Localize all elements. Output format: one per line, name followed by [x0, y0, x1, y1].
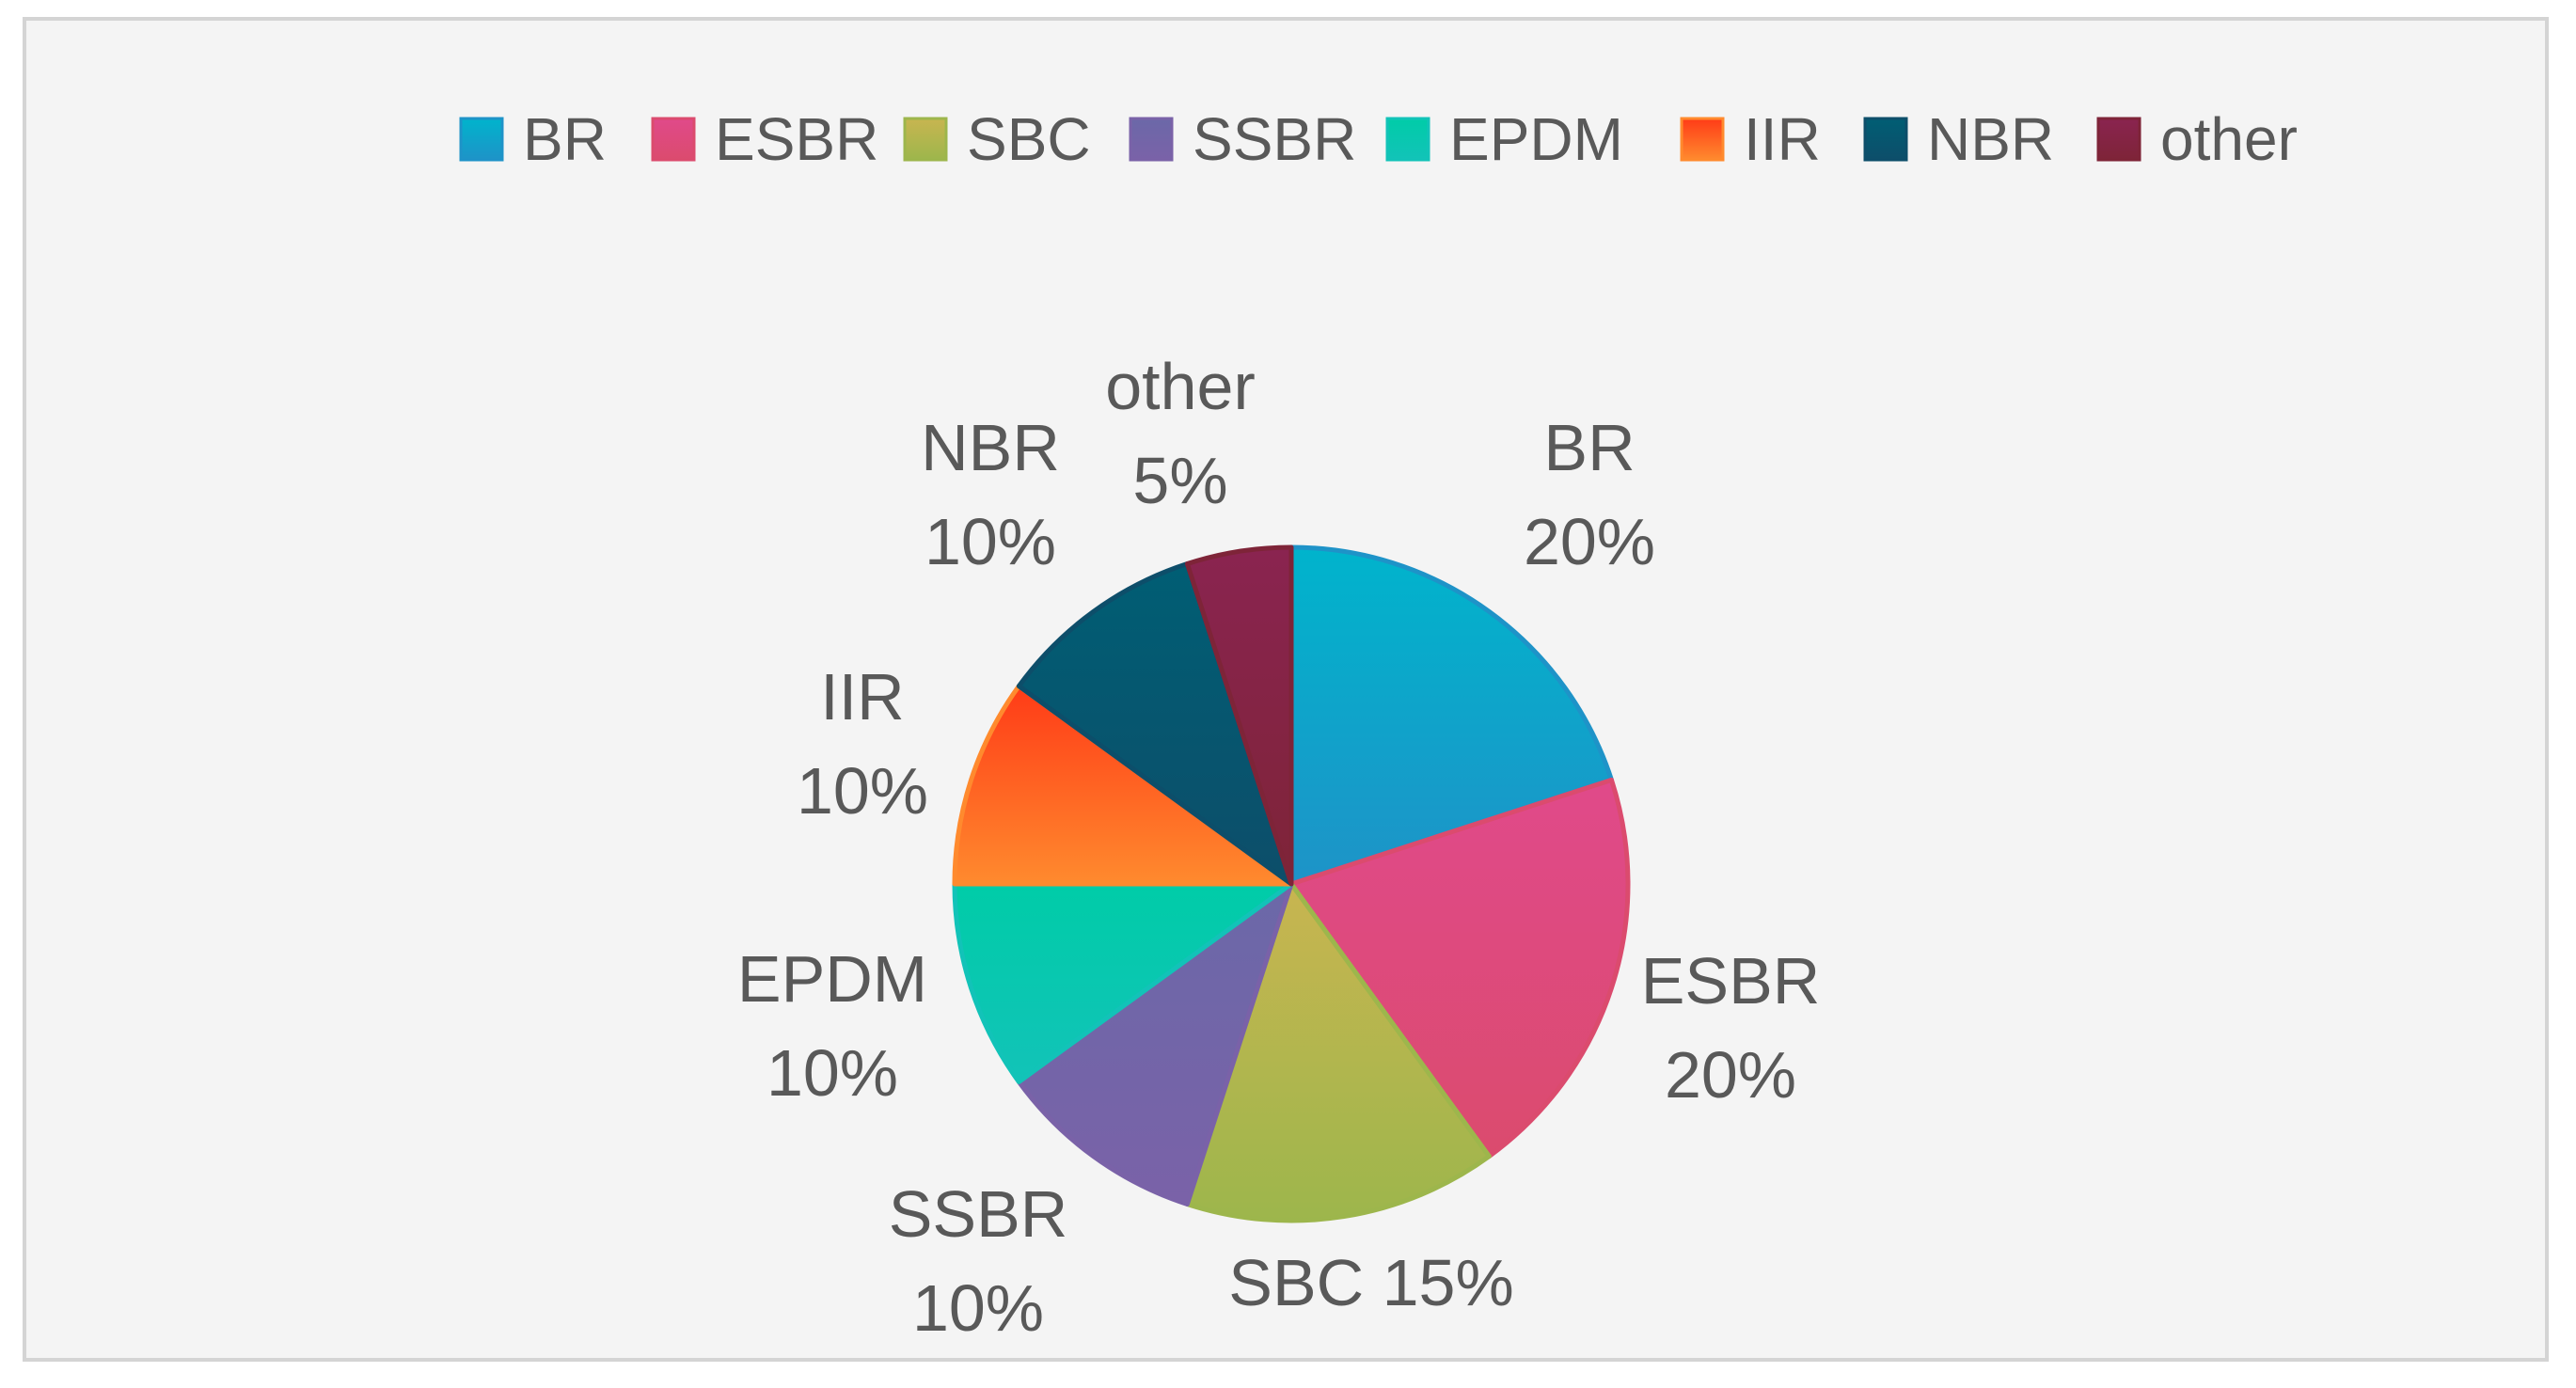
legend-label-iir: IIR	[1744, 105, 1821, 173]
data-label-iir: IIR 10%	[797, 660, 928, 828]
chart-legend: BR ESBR SBC SSBR EPDM IIR NBR other	[459, 105, 2298, 173]
data-label-esbr: ESBR 20%	[1641, 944, 1821, 1112]
data-label-name-ssbr: SSBR	[889, 1177, 1068, 1251]
legend-swatch-iir	[1680, 117, 1725, 162]
data-label-name-other: other	[1105, 350, 1256, 423]
pie-slice-sbc	[1184, 881, 1492, 1223]
data-label-name-iir: IIR	[820, 660, 904, 733]
data-label-value-epdm: 10%	[766, 1036, 898, 1110]
data-label-sbc: SBC 15%	[1228, 1246, 1513, 1319]
data-label-name-nbr: NBR	[921, 411, 1060, 484]
pie-slice-ssbr	[1016, 881, 1294, 1207]
data-label-br: BR 20%	[1524, 411, 1655, 578]
legend-swatch-epdm	[1385, 117, 1430, 162]
data-label-nbr: NBR 10%	[921, 411, 1060, 578]
legend-label-br: BR	[523, 105, 607, 173]
data-label-value-other: 5%	[1132, 444, 1227, 517]
legend-label-sbc: SBC	[967, 105, 1091, 173]
legend-label-nbr: NBR	[1927, 105, 2054, 173]
data-label-value-nbr: 10%	[925, 505, 1056, 578]
data-label-other: other 5%	[1105, 350, 1256, 517]
pie-slice-nbr	[1016, 561, 1294, 887]
data-label-value-br: 20%	[1524, 505, 1655, 578]
data-label-text-sbc: SBC 15%	[1228, 1246, 1513, 1319]
legend-label-other: other	[2160, 105, 2298, 173]
legend-swatch-br	[459, 117, 504, 162]
legend-swatch-nbr	[1863, 117, 1908, 162]
data-label-ssbr: SSBR 10%	[889, 1177, 1068, 1345]
pie-slice-other	[1184, 544, 1294, 887]
data-label-value-iir: 10%	[797, 754, 928, 828]
data-label-name-br: BR	[1543, 411, 1635, 484]
pie-slices	[952, 544, 1631, 1223]
legend-label-epdm: EPDM	[1449, 105, 1623, 173]
data-label-name-epdm: EPDM	[737, 942, 927, 1016]
pie-slice-iir	[952, 684, 1294, 887]
legend-label-esbr: ESBR	[715, 105, 878, 173]
legend-swatch-esbr	[651, 117, 696, 162]
data-label-name-esbr: ESBR	[1641, 944, 1821, 1017]
data-label-value-esbr: 20%	[1665, 1038, 1796, 1112]
legend-swatch-ssbr	[1129, 117, 1174, 162]
data-label-value-ssbr: 10%	[912, 1271, 1044, 1345]
legend-label-ssbr: SSBR	[1193, 105, 1356, 173]
legend-swatch-sbc	[903, 117, 948, 162]
pie-slice-esbr	[1288, 777, 1631, 1159]
pie-slice-br	[1288, 544, 1614, 887]
data-label-epdm: EPDM 10%	[737, 942, 927, 1110]
pie-slice-epdm	[952, 881, 1294, 1084]
legend-swatch-other	[2096, 117, 2141, 162]
